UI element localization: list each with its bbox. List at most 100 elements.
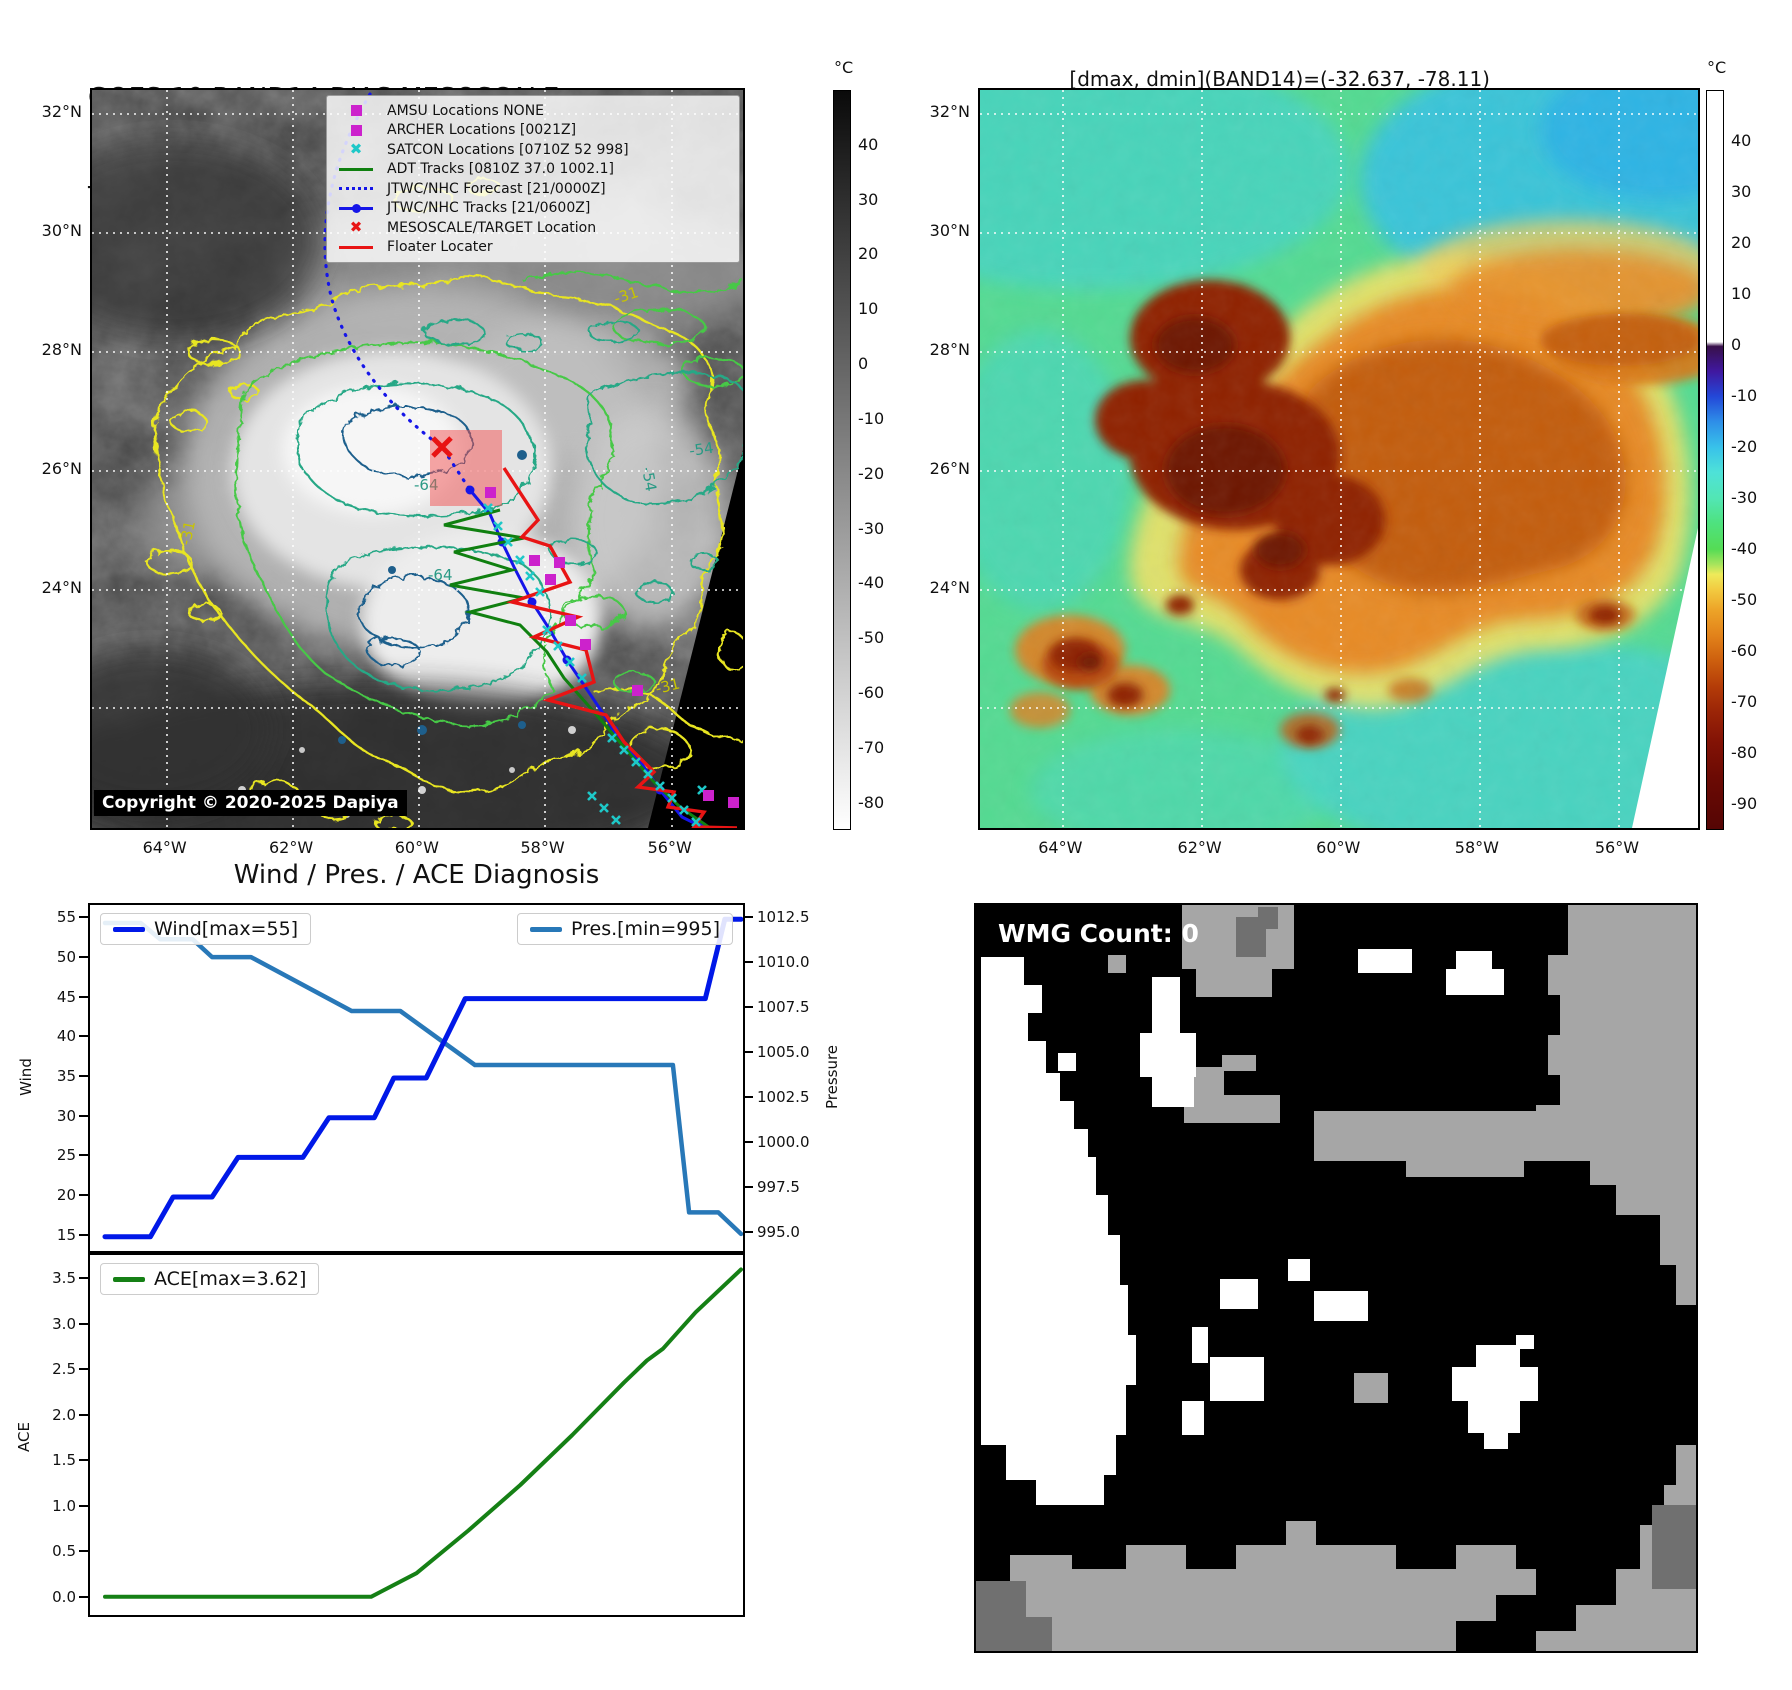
tick-mark — [744, 1096, 753, 1099]
svg-text:-31: -31 — [176, 519, 199, 547]
colorbar-tick-label: -60 — [858, 682, 885, 702]
wind-tick-label: 45 — [56, 987, 76, 1006]
colorbar-tick-label: -60 — [1731, 641, 1758, 661]
colorbar-tick-label: 30 — [1731, 182, 1752, 202]
no-data-wedge — [1632, 528, 1698, 828]
copyright-badge: Copyright © 2020-2025 Dapiya — [94, 790, 407, 816]
colorbar-tick-label: 10 — [858, 299, 879, 319]
awv-colorbar-unit: °C — [1707, 58, 1727, 77]
lat-tick-label: 24°N — [41, 578, 82, 598]
archer-amsu-markers — [485, 487, 739, 808]
colorbar-tick-label: -80 — [858, 792, 885, 812]
lat-tick-label: 32°N — [41, 101, 82, 121]
lon-tick-label: 62°W — [268, 838, 314, 857]
colorbar-tick-label: -80 — [1731, 743, 1758, 763]
tick-mark — [79, 1035, 88, 1038]
legend-item: ✖ MESOSCALE/TARGET Location — [333, 218, 731, 238]
tick-mark — [79, 1459, 88, 1462]
legend-item: ADT Tracks [0810Z 37.0 1002.1] — [333, 160, 731, 180]
wind-legend: Wind[max=55] — [100, 913, 312, 945]
band14-colorbar-ticks: 40 30 20 10 0 -10 -20 -30 -40 -50 -60 -70 -80 — [858, 90, 918, 830]
colorbar-tick-label: -40 — [858, 573, 885, 593]
band14-colorbar — [833, 90, 851, 830]
lat-tick-label: 30°N — [929, 221, 970, 241]
tick-mark — [79, 1368, 88, 1371]
wind-tick-label: 30 — [56, 1106, 76, 1125]
legend-item: JTWC/NHC Forecast [21/0000Z] — [333, 179, 731, 199]
tick-mark — [79, 1233, 88, 1236]
colorbar-tick-label: -50 — [858, 628, 885, 648]
mask-white-regions — [981, 949, 1538, 1505]
ace-plot — [103, 1267, 743, 1599]
colorbar-tick-label: -30 — [1731, 488, 1758, 508]
pressure-legend-label: Pres.[min=995] — [571, 918, 720, 940]
ace-legend: ACE[max=3.62] — [100, 1263, 320, 1295]
wind-tick-label: 40 — [56, 1027, 76, 1046]
colorbar-tick-label: 10 — [1731, 284, 1752, 304]
tick-mark — [79, 1322, 88, 1325]
colorbar-tick-label: 0 — [858, 354, 869, 374]
colorbar-tick-label: -20 — [858, 463, 885, 483]
wmg-mask-canvas — [976, 905, 1696, 1651]
line-marker-blue-icon — [333, 203, 379, 213]
storm-tracks — [323, 92, 739, 828]
legend-item-label: AMSU Locations NONE — [387, 102, 545, 119]
legend-item: ✖ SATCON Locations [0710Z 52 998] — [333, 140, 731, 160]
wind-tick-label: 55 — [56, 908, 76, 927]
wind-pressure-chart: Wind[max=55] Pres.[min=995] — [88, 903, 745, 1253]
colorbar-tick-label: -50 — [1731, 590, 1758, 610]
ace-tick-label: 3.5 — [52, 1269, 76, 1288]
wind-axis-ticks: 15 20 25 30 35 40 45 50 55 — [34, 903, 80, 1253]
tick-mark — [79, 995, 88, 998]
wind-legend-label: Wind[max=55] — [154, 918, 299, 940]
colorbar-tick-label: -10 — [858, 408, 885, 428]
x-red-icon: ✖ — [349, 218, 363, 237]
tick-mark — [79, 1595, 88, 1598]
awv-map-canvas — [980, 90, 1698, 828]
band14-colorbar-unit: °C — [834, 58, 854, 77]
colorbar-tick-label: 20 — [858, 244, 879, 264]
tick-mark — [79, 1114, 88, 1117]
colorbar-tick-label: -90 — [1731, 794, 1758, 814]
tick-mark — [79, 1194, 88, 1197]
awv-colorbar — [1706, 90, 1724, 830]
square-magenta-icon — [333, 124, 379, 136]
pressure-tick-label: 1005.0 — [757, 1043, 810, 1062]
square-magenta-icon — [333, 105, 379, 117]
wind-axis-label: Wind — [17, 1058, 35, 1096]
ace-tick-label: 2.5 — [52, 1360, 76, 1379]
ace-tick-label: 1.0 — [52, 1496, 76, 1515]
contour-labels: -64 -64 -54 -54 -31 -31 -31 — [176, 283, 715, 698]
ace-tick-label: 0.5 — [52, 1542, 76, 1561]
mesoscale-target-x-icon — [431, 436, 453, 458]
wmg-mask-panel: WMG Count: 0 — [974, 903, 1698, 1653]
tick-mark — [744, 1006, 753, 1009]
lon-tick-label: 64°W — [1038, 838, 1083, 857]
legend-item-label: JTWC/NHC Tracks [21/0600Z] — [387, 200, 591, 217]
line-red-icon — [333, 245, 379, 249]
pressure-tick-label: 1012.5 — [757, 908, 810, 927]
lon-tick-label: 58°W — [1454, 838, 1499, 857]
lat-tick-label: 24°N — [929, 578, 970, 598]
colorbar-tick-label: -10 — [1731, 386, 1758, 406]
svg-text:-64: -64 — [428, 566, 453, 584]
lon-tick-label: 60°W — [1316, 838, 1361, 857]
lat-tick-label: 26°N — [41, 458, 82, 478]
lat-tick-label: 30°N — [41, 221, 82, 241]
wind-pressure-plot — [102, 916, 743, 1240]
ir-color-field — [980, 90, 1698, 828]
svg-text:-31: -31 — [654, 674, 682, 697]
awv-enhanced-map — [978, 88, 1700, 830]
lat-tick-label: 26°N — [929, 458, 970, 478]
lon-tick-label: 64°W — [142, 838, 187, 857]
tick-mark — [744, 1230, 753, 1233]
pressure-tick-label: 1007.5 — [757, 998, 810, 1017]
pressure-axis-label: Pressure — [823, 1044, 841, 1110]
pressure-tick-label: 1000.0 — [757, 1133, 810, 1152]
ace-chart: ACE[max=3.62] — [88, 1253, 745, 1617]
legend-item-label: SATCON Locations [0710Z 52 998] — [387, 141, 629, 158]
ace-tick-label: 3.0 — [52, 1314, 76, 1333]
lat-tick-label: 28°N — [41, 339, 82, 359]
colorbar-tick-label: 40 — [1731, 131, 1752, 151]
